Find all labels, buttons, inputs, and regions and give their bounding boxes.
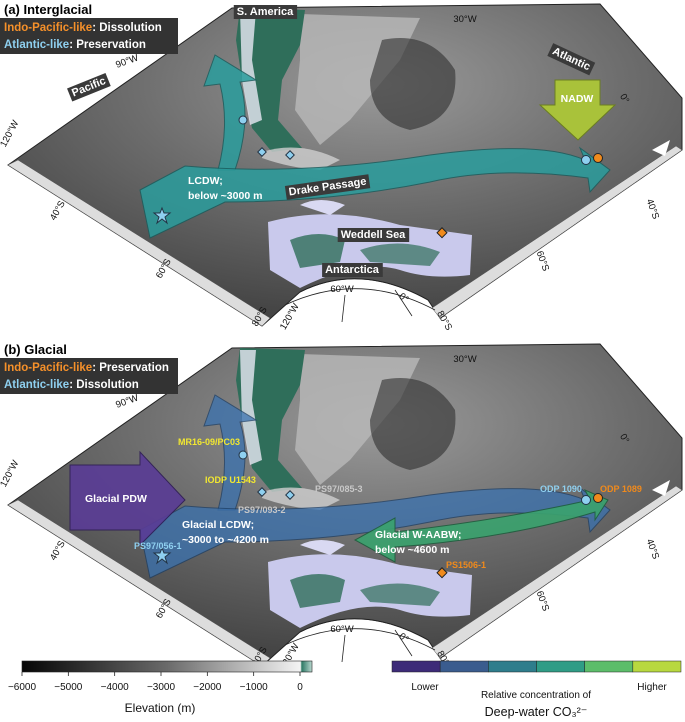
- site-indo-pacific: [593, 153, 603, 163]
- legend-box: [0, 358, 178, 394]
- region-label: Weddell Sea: [341, 229, 406, 241]
- graticule-label: 60°S: [534, 590, 551, 613]
- site-indo-pacific: [593, 493, 603, 503]
- colorbar-end-label: Lower: [411, 682, 439, 693]
- graticule-label: 60°S: [534, 250, 551, 273]
- legend-entry: Atlantic-like: Dissolution: [4, 379, 139, 391]
- site-atlantic: [257, 147, 267, 157]
- site-label: PS97/056-1: [134, 541, 182, 551]
- co3-colorbar-segment: [632, 660, 682, 673]
- label-box: [284, 174, 371, 200]
- region-label: S. America: [237, 6, 294, 18]
- graticule-label: 30°W: [453, 354, 476, 365]
- site-label: PS1506-1: [446, 560, 486, 570]
- water-mass-label: below ~4600 m: [375, 544, 449, 556]
- colorbars: Elevation (m) Lower Higher Relative conc…: [8, 660, 682, 719]
- panel-glacial: (b) Glacial Indo-Pacific-like: Preservat…: [0, 342, 683, 672]
- label-box: [67, 72, 111, 102]
- graticule-label: 40°S: [48, 199, 68, 222]
- co3-colorbar-segment: [439, 660, 489, 673]
- site-atlantic: [285, 490, 295, 500]
- graticule-label: 90°W: [114, 52, 140, 70]
- lcdw-arrow: [139, 486, 611, 579]
- co3-colorbar-segment: [391, 660, 441, 673]
- panel-title: (a) Interglacial: [4, 2, 92, 17]
- co3-colorbar-segment: [584, 660, 634, 673]
- graticule-label: 60°W: [330, 284, 353, 295]
- site-atlantic: [238, 450, 248, 460]
- region-label: Pacific: [70, 75, 107, 99]
- label-box: [547, 43, 596, 76]
- colorbar-tick-label: −3000: [147, 682, 176, 693]
- graticule-label: 0°: [397, 631, 411, 645]
- colorbar-title: Relative concentration of: [481, 690, 591, 701]
- site-label: PS97/093-2: [238, 505, 286, 515]
- graticule-label: 120°W: [0, 459, 21, 489]
- site-label: ODP 1090: [540, 484, 582, 494]
- site-atlantic: [238, 115, 248, 125]
- graticule-label: 90°W: [114, 392, 140, 410]
- colorbar-tick-label: −6000: [8, 682, 37, 693]
- colorbar-tick-label: −1000: [240, 682, 269, 693]
- site-atlantic: [581, 495, 591, 505]
- water-mass-label: Glacial LCDW;: [182, 519, 254, 531]
- co3-colorbar-segment: [536, 660, 585, 673]
- site-label: IODP U1543: [205, 475, 256, 485]
- graticule-label: 40°S: [48, 539, 68, 562]
- graticule-label: 120°W: [0, 119, 21, 149]
- colorbar-tick-label: −4000: [101, 682, 130, 693]
- site-atlantic: [152, 546, 172, 565]
- label-box: [337, 228, 410, 242]
- panel-title: (b) Glacial: [4, 342, 67, 357]
- water-mass-label: ~3000 to ~4200 m: [182, 534, 269, 546]
- site-indo-pacific: [436, 567, 448, 579]
- water-mass-label: Glacial PDW: [85, 493, 147, 505]
- legend-box: [0, 18, 178, 54]
- colorbar-tick-label: −2000: [193, 682, 222, 693]
- label-box: [233, 5, 298, 19]
- site-atlantic: [152, 206, 172, 225]
- graticule-label: 30°W: [453, 14, 476, 25]
- graticule-label: 0°: [397, 291, 411, 305]
- colorbar-tick-label: 0: [297, 682, 303, 693]
- site-label: ODP 1089: [600, 484, 642, 494]
- colorbar-label: Elevation (m): [125, 701, 196, 715]
- water-mass-label: LCDW;: [188, 175, 223, 187]
- site-indo-pacific: [436, 227, 448, 239]
- elevation-colorbar: [21, 660, 313, 673]
- legend-entry: Indo-Pacific-like: Preservation: [4, 362, 169, 374]
- co3-colorbar-segment: [488, 660, 537, 673]
- graticule-label: 40°S: [644, 198, 661, 221]
- lcdw-arrow-branch: [203, 394, 258, 511]
- legend-entry: Atlantic-like: Preservation: [4, 39, 146, 51]
- colorbar-title: Deep-water CO₃²⁻: [485, 705, 588, 719]
- pdw-arrow: [69, 450, 186, 547]
- water-mass-label: below ~3000 m: [188, 190, 262, 202]
- colorbar-end-label: Higher: [637, 682, 667, 693]
- site-label: MR16-09/PC03: [178, 437, 240, 447]
- site-label: PS97/085-3: [315, 484, 363, 494]
- region-label: Antarctica: [325, 264, 380, 276]
- colorbar-tick-label: −5000: [54, 682, 83, 693]
- lcdw-arrow: [139, 146, 611, 239]
- graticule-label: 80°S: [434, 309, 454, 332]
- legend-entry: Indo-Pacific-like: Dissolution: [4, 22, 162, 34]
- label-box: [322, 263, 383, 277]
- water-mass-label: Glacial W-AABW;: [375, 529, 462, 541]
- site-atlantic: [581, 155, 591, 165]
- nadw-arrow: [538, 79, 617, 141]
- lcdw-arrow-branch: [203, 54, 258, 171]
- site-atlantic: [285, 150, 295, 160]
- aabw-arrow: [353, 488, 609, 563]
- site-atlantic: [257, 487, 267, 497]
- water-mass-label: NADW: [561, 93, 594, 105]
- graticule-label: 40°S: [644, 538, 661, 561]
- panel-interglacial: (a) Interglacial Indo-Pacific-like: Diss…: [0, 2, 683, 332]
- graticule-label: 60°W: [330, 624, 353, 635]
